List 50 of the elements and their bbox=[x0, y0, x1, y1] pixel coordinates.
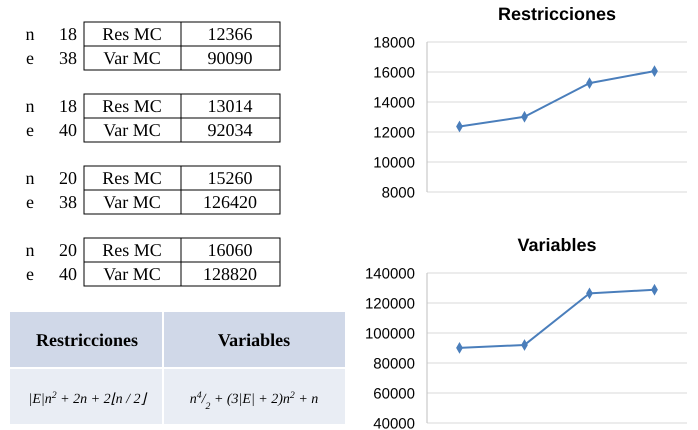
text: Var MC bbox=[103, 48, 161, 68]
text: n bbox=[26, 24, 34, 44]
text: 128820 bbox=[203, 264, 257, 284]
text: 90090 bbox=[208, 48, 252, 68]
y-tick-label: 80000 bbox=[373, 355, 415, 372]
text: Var MC bbox=[103, 120, 161, 140]
text: 18 bbox=[59, 96, 77, 116]
y-tick-label: 60000 bbox=[373, 385, 415, 402]
y-tick-label: 140000 bbox=[364, 265, 415, 282]
text: 18 bbox=[59, 24, 77, 44]
text: n$^{4}$/$_{2}$ + (3|E| + 2)n$^{2}$ + n bbox=[190, 390, 318, 412]
text: e bbox=[26, 48, 34, 68]
text: e bbox=[26, 120, 34, 140]
text: Res MC bbox=[102, 240, 162, 260]
text: 13014 bbox=[208, 96, 252, 116]
text: 38 bbox=[59, 192, 77, 212]
text: 20 bbox=[59, 168, 77, 188]
y-tick-label: 16000 bbox=[373, 64, 415, 82]
text: n bbox=[26, 96, 34, 116]
y-tick-label: 100000 bbox=[364, 325, 415, 342]
y-tick-label: 10000 bbox=[373, 154, 415, 172]
text: Res MC bbox=[102, 168, 162, 188]
text: 16060 bbox=[208, 240, 252, 260]
text: Var MC bbox=[103, 264, 161, 284]
text: 92034 bbox=[208, 120, 252, 140]
text: 38 bbox=[59, 48, 77, 68]
text: 20 bbox=[59, 240, 77, 260]
y-tick-label: 12000 bbox=[373, 124, 415, 142]
text: 126420 bbox=[203, 192, 257, 212]
text: |E|n$^{2}$ + 2n + 2⌊n / 2⌋ bbox=[28, 390, 148, 407]
chart-title: Restricciones bbox=[498, 4, 616, 24]
text: 12366 bbox=[208, 24, 252, 44]
y-tick-label: 120000 bbox=[364, 295, 415, 312]
y-tick-label: 14000 bbox=[373, 94, 415, 112]
text: Res MC bbox=[102, 24, 162, 44]
y-tick-label: 8000 bbox=[382, 184, 415, 202]
y-tick-label: 40000 bbox=[373, 415, 415, 430]
text: Variables bbox=[218, 330, 290, 350]
text: Restricciones bbox=[36, 330, 138, 350]
text: e bbox=[26, 192, 34, 212]
text: Var MC bbox=[103, 192, 161, 212]
text: Res MC bbox=[102, 96, 162, 116]
text: e bbox=[26, 264, 34, 284]
text: 40 bbox=[59, 120, 77, 140]
text: n bbox=[26, 240, 34, 260]
y-tick-label: 18000 bbox=[373, 34, 415, 52]
text: 15260 bbox=[208, 168, 252, 188]
text: 40 bbox=[59, 264, 77, 284]
text: n bbox=[26, 168, 34, 188]
chart-title: Variables bbox=[517, 235, 597, 255]
